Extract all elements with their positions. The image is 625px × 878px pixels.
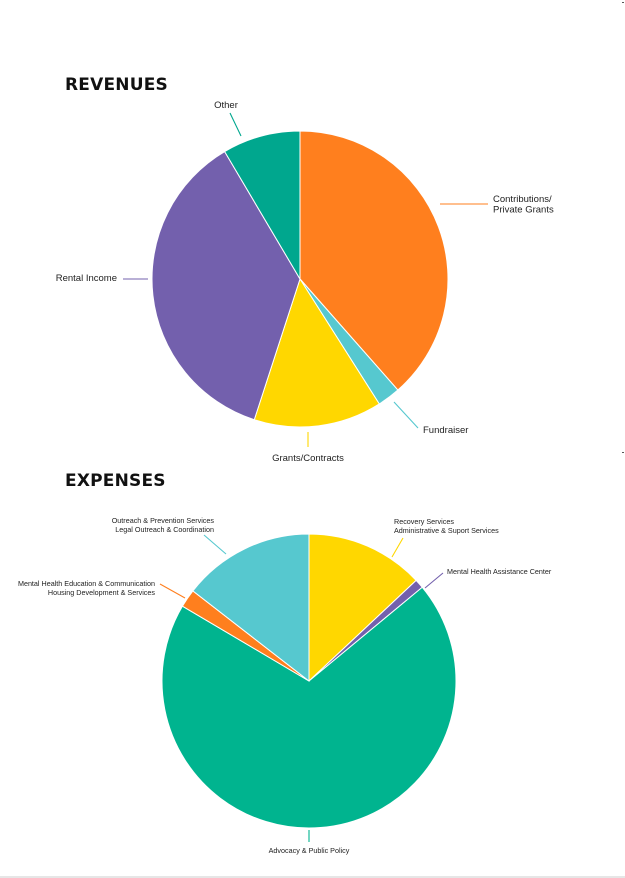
mental-health-education-communication-leader-line [159, 583, 186, 599]
contributions-slice [299, 130, 449, 391]
rental-income-slice [151, 150, 301, 421]
grants-contracts-label: Grants/Contracts [272, 453, 344, 464]
other-leader-line [229, 112, 242, 137]
expenses-pie-chart: Recovery Services Administrative & Suport… [18, 516, 552, 855]
outreach-prevention-services-label: Outreach & Prevention Services Legal Outr… [112, 516, 215, 534]
bottom-rule [0, 876, 625, 878]
advocacy-public-policy-slice [161, 586, 457, 829]
mental-health-education-communication-label: Mental Health Education & Communication H… [18, 579, 155, 597]
mental-health-assistance-center-label: Mental Health Assistance Center [447, 567, 552, 576]
rental-income-label: Rental Income [56, 273, 117, 284]
outreach-prevention-services-leader-line [203, 534, 227, 555]
outreach-prevention-services-slice [192, 533, 310, 683]
grants-contracts-slice [253, 277, 380, 428]
fundraiser-label: Fundraiser [423, 425, 468, 436]
other-label: Other [214, 100, 238, 111]
contributions-label: Contributions/Private Grants [493, 194, 554, 216]
expenses-title: EXPENSES [65, 471, 166, 491]
corner-mark [622, 2, 624, 3]
revenues-title: REVENUES [65, 75, 168, 95]
fundraiser-leader-line [393, 401, 419, 429]
recovery-services-leader-line [391, 537, 404, 558]
advocacy-public-policy-label: Advocacy & Public Policy [269, 846, 350, 855]
corner-mark [622, 452, 624, 453]
other-slice [223, 130, 301, 281]
mental-health-assistance-center-leader-line [424, 572, 444, 589]
recovery-services-label: Recovery Services Administrative & Suport… [394, 517, 499, 535]
recovery-services-slice [308, 533, 417, 683]
revenues-pie-chart: Contributions/Private Grants Fundraiser Gr… [56, 100, 554, 464]
